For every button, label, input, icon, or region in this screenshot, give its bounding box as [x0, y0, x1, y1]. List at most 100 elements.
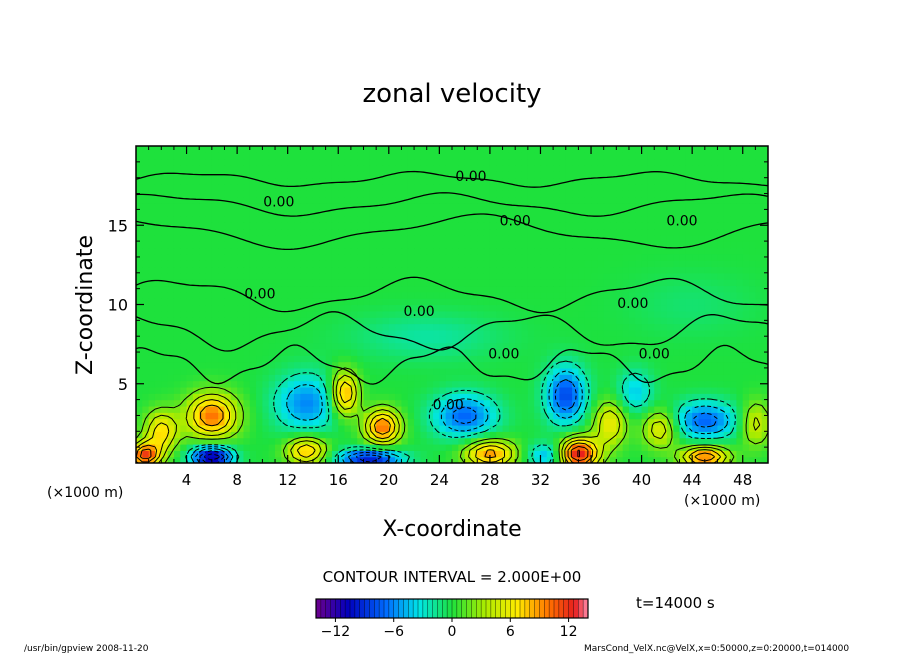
heat-cell — [338, 222, 346, 230]
heat-cell — [331, 386, 339, 394]
heat-cell — [287, 247, 295, 255]
heat-cell — [161, 184, 169, 191]
heat-cell — [350, 424, 358, 432]
heat-cell — [268, 380, 276, 388]
heat-cell — [376, 405, 384, 413]
heat-cell — [489, 272, 497, 280]
heat-cell — [186, 253, 194, 261]
heat-cell — [692, 234, 700, 242]
heat-cell — [420, 405, 428, 413]
heat-cell — [730, 215, 737, 223]
heat-cell — [433, 374, 440, 382]
heat-cell — [578, 247, 586, 255]
heat-cell — [578, 241, 586, 249]
heat-cell — [559, 146, 567, 153]
heat-cell — [433, 184, 440, 191]
heat-cell — [704, 355, 712, 363]
heat-cell — [622, 348, 630, 356]
heat-cell — [698, 298, 706, 306]
heat-cell — [508, 158, 516, 166]
heat-cell — [742, 203, 750, 210]
heat-cell — [426, 272, 434, 280]
heat-cell — [376, 304, 384, 312]
heat-cell — [736, 456, 744, 463]
heat-cell — [477, 260, 485, 268]
heat-cell — [407, 342, 415, 350]
heat-cell — [294, 247, 301, 255]
heat-cell — [736, 393, 744, 401]
heat-cell — [294, 418, 301, 426]
heat-cell — [199, 260, 207, 268]
heat-cell — [211, 272, 219, 280]
heat-cell — [344, 272, 352, 280]
heat-cell — [338, 260, 346, 268]
heat-cell — [363, 450, 371, 458]
heat-cell — [186, 380, 194, 388]
heat-cell — [597, 184, 605, 191]
heat-cell — [363, 393, 371, 401]
heat-cell — [628, 152, 636, 160]
heat-cell — [395, 152, 403, 160]
heat-cell — [281, 405, 289, 413]
heat-cell — [350, 361, 358, 369]
heat-cell — [325, 310, 333, 318]
heat-cell — [559, 158, 567, 166]
heat-cell — [622, 424, 630, 432]
heat-cell — [136, 405, 143, 413]
heat-cell — [730, 165, 737, 172]
heat-cell — [224, 361, 232, 369]
heat-cell — [723, 431, 731, 439]
heat-cell — [565, 234, 573, 242]
heat-cell — [540, 190, 548, 198]
heat-cell — [755, 298, 763, 306]
heat-cell — [565, 399, 573, 407]
heat-cell — [369, 285, 377, 293]
heat-cell — [704, 209, 712, 217]
heat-cell — [597, 272, 605, 280]
heat-cell — [730, 310, 737, 318]
heat-cell — [237, 152, 245, 160]
heat-cell — [698, 241, 706, 249]
heat-cell — [584, 412, 592, 420]
chart-title: zonal velocity — [362, 79, 541, 109]
heat-cell — [483, 146, 491, 153]
heat-cell — [660, 450, 668, 458]
heat-cell — [230, 190, 238, 198]
heat-cell — [325, 241, 333, 249]
heat-cell — [445, 209, 453, 217]
heat-cell — [483, 355, 491, 363]
heat-cell — [483, 209, 491, 217]
heat-cell — [388, 152, 396, 160]
heat-cell — [452, 367, 459, 375]
heat-cell — [666, 177, 674, 185]
heat-cell — [521, 399, 529, 407]
heat-cell — [647, 367, 655, 375]
heat-cell — [243, 355, 251, 363]
heat-cell — [199, 374, 207, 382]
heat-cell — [603, 241, 611, 249]
heat-cell — [452, 279, 459, 287]
heat-cell — [572, 260, 579, 268]
heat-cell — [376, 393, 384, 401]
heat-cell — [420, 437, 428, 445]
heat-cell — [211, 456, 219, 463]
heat-cell — [761, 184, 768, 191]
heat-cell — [167, 215, 175, 223]
heat-cell — [679, 291, 687, 299]
heat-cell — [502, 310, 510, 318]
heat-cell — [281, 450, 289, 458]
heat-cell — [294, 177, 301, 185]
heat-cell — [711, 380, 719, 388]
heat-cell — [742, 298, 750, 306]
heat-cell — [243, 336, 251, 344]
heat-cell — [452, 329, 459, 337]
heat-cell — [382, 418, 390, 426]
heat-cell — [546, 298, 554, 306]
heat-cell — [711, 285, 719, 293]
heat-cell — [369, 247, 377, 255]
heat-cell — [224, 329, 232, 337]
heat-cell — [388, 399, 396, 407]
heat-cell — [363, 266, 371, 274]
heat-cell — [527, 456, 535, 463]
heat-cell — [256, 158, 263, 166]
